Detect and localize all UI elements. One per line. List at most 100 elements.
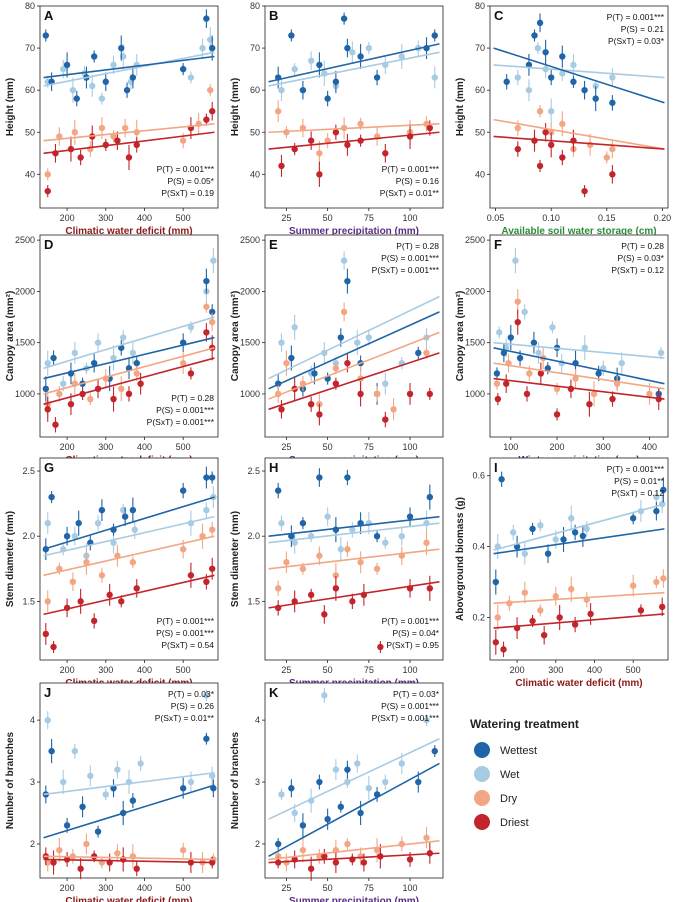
point-wettest <box>536 19 544 27</box>
panel-letter-g: G <box>44 460 54 475</box>
point-wet <box>119 334 127 341</box>
point-wettest <box>90 359 98 367</box>
point-driest <box>531 137 538 144</box>
y-tick-label-a: 70 <box>25 43 35 53</box>
trend-line-driest <box>268 852 440 864</box>
stats-line-k: P(T) = 0.03* <box>393 689 440 699</box>
point-wet <box>365 44 373 52</box>
x-axis-label-j: Climatic water deficit (mm) <box>65 896 192 902</box>
stats-line-k: P(SxT) = 0.001*** <box>372 713 440 723</box>
point-driest <box>114 137 121 144</box>
point-driest <box>529 617 536 625</box>
y-tick-label-k: 4 <box>255 715 260 725</box>
panel-letter-k: K <box>269 685 279 700</box>
point-dry <box>56 846 63 854</box>
point-wet <box>382 380 389 387</box>
x-tick-label-g: 400 <box>137 665 152 675</box>
point-wettest <box>48 747 55 755</box>
point-driest <box>133 141 140 149</box>
point-wet <box>98 95 106 102</box>
stats-line-k: P(S) = 0.001*** <box>381 701 440 711</box>
y-tick-label-c: 50 <box>475 127 485 137</box>
y-tick-label-f: 2000 <box>465 286 485 296</box>
x-tick-label-i: 200 <box>510 665 525 675</box>
point-dry <box>133 370 140 377</box>
y-axis-label-d: Canopy area (mm²) <box>5 291 16 382</box>
y-axis-label-h: Stem diameter (mm) <box>230 511 241 607</box>
y-tick-label-g: 2.0 <box>22 531 35 541</box>
point-dry <box>69 578 77 586</box>
point-wet <box>365 785 373 792</box>
point-dry <box>423 349 430 357</box>
point-wettest <box>493 370 501 377</box>
trend-line-dry <box>43 535 215 577</box>
point-driest <box>609 395 616 403</box>
y-tick-label-d: 2000 <box>15 286 35 296</box>
trend-line-driest <box>43 574 215 616</box>
point-wettest <box>570 78 577 85</box>
trend-line-wettest <box>268 43 440 83</box>
point-wettest <box>288 785 295 792</box>
point-wet <box>71 532 79 540</box>
point-wet <box>94 519 102 527</box>
point-wettest <box>324 815 331 823</box>
point-wet <box>382 778 389 786</box>
point-dry <box>299 846 307 854</box>
y-axis-label-i: Aboveground biomass (g) <box>455 497 466 621</box>
y-tick-label-c: 70 <box>475 43 485 53</box>
point-wettest <box>373 532 381 540</box>
point-dry <box>129 559 137 566</box>
point-wettest <box>426 493 434 501</box>
point-wettest <box>48 493 55 501</box>
trend-line-driest <box>43 858 215 864</box>
point-wet <box>653 493 660 501</box>
x-tick-label-h: 50 <box>323 665 333 675</box>
stats-line-g: P(S) = 0.001*** <box>156 628 215 638</box>
point-wet <box>60 778 67 786</box>
point-wettest <box>344 277 351 285</box>
trend-line-wet <box>268 522 440 544</box>
point-wet <box>340 257 348 264</box>
trend-line-wettest <box>493 528 665 555</box>
point-wettest <box>415 778 422 786</box>
point-dry <box>274 585 282 592</box>
point-dry <box>609 145 616 153</box>
point-wettest <box>208 308 216 316</box>
point-dry <box>56 390 63 398</box>
point-wet <box>44 716 51 724</box>
stats-line-d: P(S) = 0.001*** <box>156 405 215 415</box>
point-wet <box>137 760 144 767</box>
point-driest <box>90 853 98 860</box>
point-dry <box>537 607 544 614</box>
point-driest <box>344 359 351 367</box>
point-wettest <box>324 95 331 102</box>
point-wettest <box>344 44 351 52</box>
trend-line-wettest <box>493 47 665 104</box>
y-tick-label-b: 50 <box>250 127 260 137</box>
point-driest <box>536 162 544 170</box>
point-dry <box>283 359 290 367</box>
legend-label-wettest: Wettest <box>500 745 537 757</box>
x-tick-label-c: 0.10 <box>542 213 560 223</box>
point-wet <box>187 324 195 331</box>
point-wettest <box>337 334 345 341</box>
point-dry <box>203 303 210 310</box>
point-wettest <box>98 506 106 514</box>
point-driest <box>125 390 133 398</box>
x-axis-label-b: Summer precipitation (mm) <box>289 226 419 237</box>
point-driest <box>187 370 195 377</box>
y-axis-label-b: Height (mm) <box>230 78 241 136</box>
stats-line-i: P(SxT) = 0.12 <box>611 488 664 498</box>
x-tick-label-c: 0.05 <box>487 213 505 223</box>
point-dry <box>521 589 529 596</box>
trend-line-wet <box>493 64 665 79</box>
point-wet <box>187 74 195 81</box>
x-tick-label-a: 400 <box>137 213 152 223</box>
x-tick-label-k: 100 <box>403 883 418 893</box>
point-dry <box>316 552 323 559</box>
legend-title: Watering treatment <box>470 717 579 731</box>
point-wettest <box>507 334 515 341</box>
y-tick-label-k: 2 <box>255 839 260 849</box>
trend-line-driest <box>493 135 665 150</box>
